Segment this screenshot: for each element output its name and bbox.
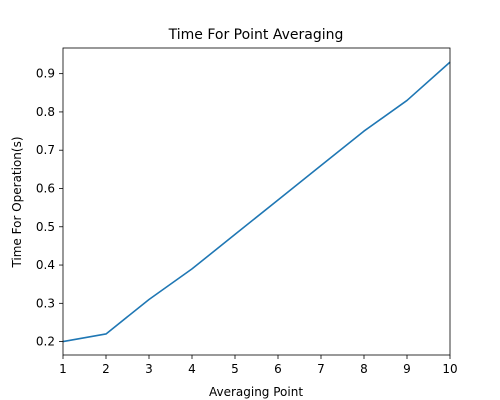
x-tick-label: 7 [317,362,325,376]
chart-title: Time For Point Averaging [168,27,344,43]
y-tick-label: 0.7 [36,143,55,157]
x-tick-label: 1 [59,362,67,376]
y-axis: 0.2 0.3 0.4 0.5 0.6 0.7 0.8 0.9 [36,67,63,349]
x-tick-label: 5 [231,362,239,376]
y-tick-label: 0.8 [36,105,55,119]
series-line-0 [62,61,451,343]
x-axis: 1 2 3 4 5 6 7 8 9 10 [59,355,458,376]
y-tick-label: 0.2 [36,335,55,349]
axes-frame [62,47,451,356]
y-tick-label: 0.5 [36,220,55,234]
x-tick-label: 9 [403,362,411,376]
y-tick-label: 0.3 [36,296,55,310]
y-tick-label: 0.9 [36,67,55,81]
x-tick-label: 4 [188,362,196,376]
plot-area [62,47,451,356]
y-tick-label: 0.6 [36,181,55,195]
x-tick-label: 3 [145,362,153,376]
x-tick-label: 10 [442,362,457,376]
y-tick-label: 0.4 [36,258,55,272]
x-tick-label: 2 [102,362,110,376]
x-tick-label: 8 [360,362,368,376]
x-axis-label: Averaging Point [209,385,303,399]
x-tick-label: 6 [274,362,282,376]
y-axis-label: Time For Operation(s) [10,136,24,268]
